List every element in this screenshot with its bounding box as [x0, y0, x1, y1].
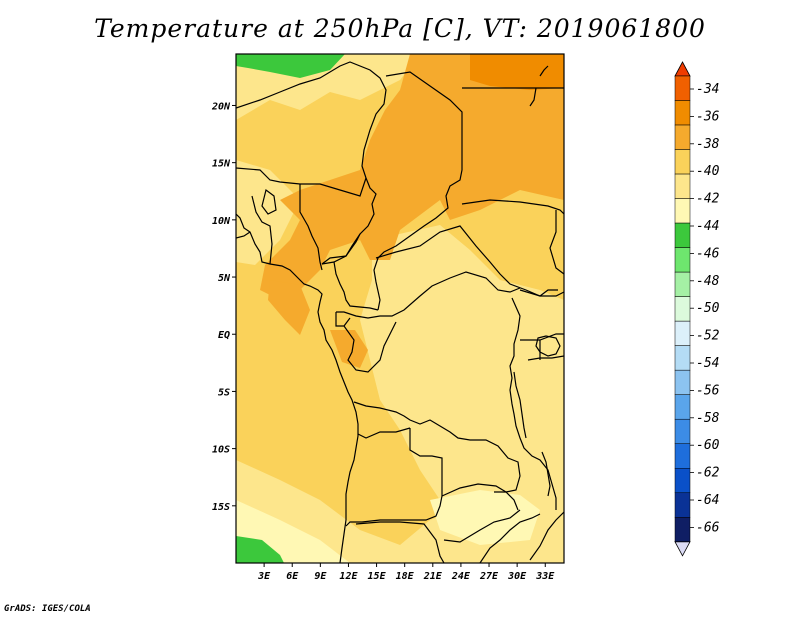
border-south	[355, 509, 564, 563]
temperature-field	[236, 54, 564, 563]
lon-tick-label: 27E	[479, 571, 499, 582]
border-zambia	[441, 483, 519, 511]
border-libya-chad	[373, 71, 463, 311]
lon-tick-label: 9E	[314, 571, 327, 582]
colorbar-swatch	[674, 443, 691, 469]
colorbar-swatch	[674, 468, 691, 494]
lon-tick-label: 3E	[257, 571, 271, 582]
coastlines-borders	[236, 61, 564, 563]
field-zone-minus46-north	[236, 54, 345, 78]
colorbar-swatch	[674, 75, 691, 101]
field-zone-minus38-gabon	[330, 330, 368, 368]
border-angola	[345, 427, 443, 527]
grads-credit: GrADS: IGES/COLA	[4, 604, 91, 614]
colorbar-swatch	[674, 198, 691, 224]
colorbar-level-label: -42	[696, 192, 720, 207]
border-west-3	[261, 188, 277, 215]
colorbar-level-label: -54	[696, 356, 719, 371]
lon-tick-label: 21E	[423, 571, 443, 582]
field-zone-minus46-south	[236, 536, 284, 563]
colorbar-level-label: -66	[696, 520, 720, 535]
colorbar-swatch	[674, 271, 691, 297]
map-title: Temperature at 250hPa [C], VT: 201906180…	[94, 14, 706, 43]
field-zone-minus42-west	[236, 160, 300, 265]
border-sahara-north	[236, 61, 387, 265]
colorbar-level-label: -58	[696, 411, 720, 426]
colorbar-level-label: -62	[696, 466, 720, 481]
field-zone-minus44-se	[430, 490, 540, 545]
colorbar-swatch	[674, 394, 691, 420]
colorbar-swatch	[674, 124, 691, 150]
lat-tick-label: 10S	[212, 445, 230, 456]
lon-tick-label: 33E	[535, 571, 555, 582]
colorbar-level-label: -34	[696, 82, 719, 97]
lat-tick-label: 15N	[212, 159, 231, 170]
colorbar-level-label: -40	[696, 164, 720, 179]
colorbar-level-label: -50	[696, 301, 720, 316]
red-sea-coast	[529, 65, 549, 107]
colorbar-swatch	[674, 517, 691, 543]
colorbar-level-label: -52	[696, 329, 720, 344]
colorbar: -34 -36 -38 -40 -42 -44 -46 -48 -50 -52 -54 -56 -58 -…	[674, 61, 720, 557]
lat-tick-label: 10N	[212, 216, 231, 227]
lon-axis: 3E 6E 9E 12E 15E 18E 21E 24E 27E 30E 33E	[257, 563, 555, 582]
lon-tick-label: 6E	[286, 571, 299, 582]
lat-tick-label: 20N	[211, 101, 231, 112]
colorbar-swatch	[674, 222, 691, 248]
colorbar-swatch	[674, 100, 691, 126]
lake-malawi	[541, 451, 551, 497]
lat-tick-label: EQ	[218, 330, 230, 341]
colorbar-level-label: -56	[696, 383, 720, 398]
border-west-2	[236, 195, 273, 265]
colorbar-swatch	[674, 369, 691, 395]
colorbar-top-arrow	[674, 61, 691, 77]
lat-tick-label: 5S	[218, 387, 230, 398]
lat-tick-label: 15S	[212, 502, 230, 513]
field-zone-minus38-coast	[268, 280, 310, 335]
lon-tick-label: 18E	[396, 571, 415, 582]
colorbar-swatch	[674, 492, 691, 518]
lon-tick-label: 12E	[339, 571, 358, 582]
map-frame	[235, 53, 565, 564]
field-zone-minus38-northeast	[260, 54, 564, 300]
colorbar-swatch	[674, 320, 691, 346]
colorbar-swatch	[674, 345, 691, 371]
colorbar-swatch	[674, 247, 691, 273]
colorbar-swatch	[674, 296, 691, 322]
colorbar-level-label: -48	[696, 274, 720, 289]
border-drc-south	[353, 401, 521, 493]
border-cameroon	[321, 233, 379, 311]
field-zone-minus42-central	[360, 225, 564, 563]
field-zone-minus36	[470, 54, 564, 90]
lon-tick-label: 30E	[507, 571, 527, 582]
colorbar-swatch	[674, 149, 691, 175]
colorbar-level-label: -46	[696, 246, 720, 261]
colorbar-level-label: -36	[696, 109, 720, 124]
lat-tick-label: 5N	[218, 273, 231, 284]
coastline-west-africa	[236, 213, 359, 563]
border-ethiopia	[549, 210, 564, 275]
lat-axis: 20N 15N 10N 5N EQ 5S 10S 15S	[211, 101, 236, 513]
lake-tanganyika	[513, 371, 527, 439]
lake-victoria	[535, 335, 561, 357]
lon-tick-label: 15E	[368, 571, 387, 582]
border-congo	[335, 271, 521, 373]
colorbar-level-label: -64	[696, 493, 719, 508]
colorbar-level-label: -38	[696, 137, 720, 152]
colorbar-swatch	[674, 173, 691, 199]
border-nigeria	[299, 184, 323, 271]
colorbar-swatch	[674, 418, 691, 444]
border-sudan	[461, 199, 564, 215]
colorbar-level-label: -60	[696, 438, 720, 453]
colorbar-level-label: -44	[696, 219, 719, 234]
colorbar-bottom-arrow	[674, 541, 691, 557]
lon-tick-label: 24E	[451, 571, 471, 582]
